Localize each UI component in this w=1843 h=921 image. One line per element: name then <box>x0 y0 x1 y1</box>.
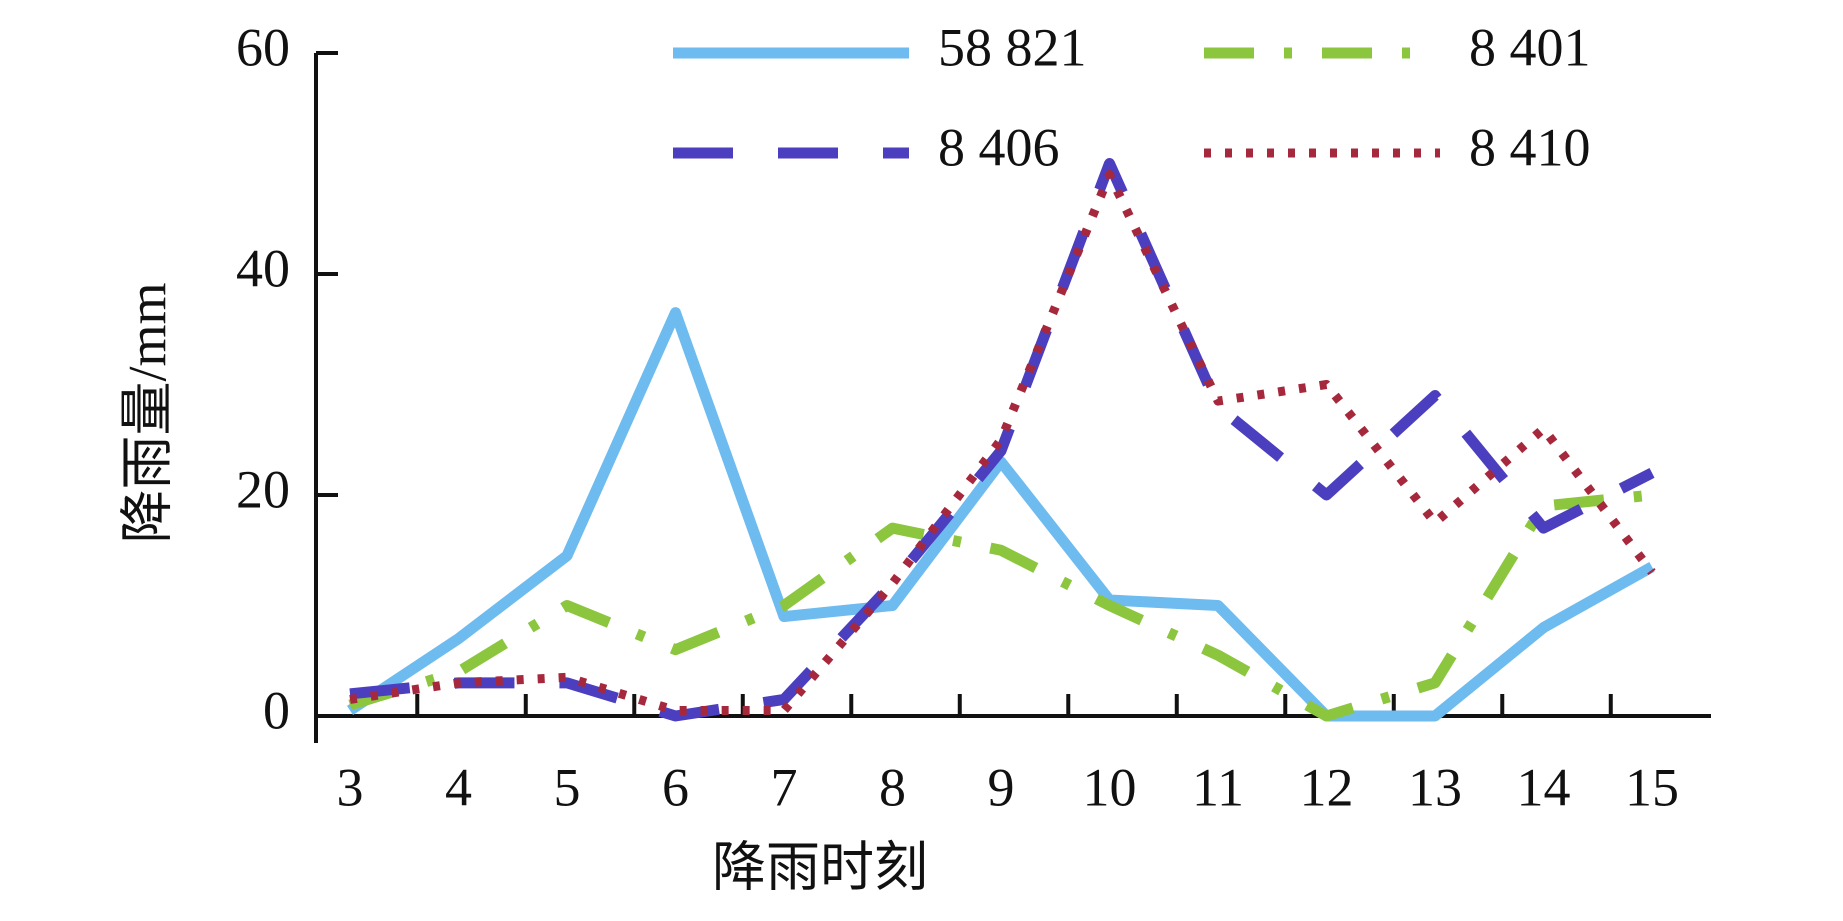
x-tick-label: 7 <box>771 757 798 817</box>
line-series <box>348 489 1653 722</box>
x-tick-label: 14 <box>1517 757 1571 817</box>
line-series <box>349 158 1655 722</box>
y-tick-label: 20 <box>236 459 290 519</box>
x-tick-label: 11 <box>1192 757 1244 817</box>
x-tick-label: 4 <box>445 757 472 817</box>
x-tick-label: 10 <box>1083 757 1137 817</box>
legend-label: 58 821 <box>938 17 1087 77</box>
x-tick-label: 9 <box>988 757 1015 817</box>
x-tick-label: 13 <box>1408 757 1462 817</box>
x-axis-title: 降雨时刻 <box>712 837 928 897</box>
y-axis-title: 降雨量/mm <box>117 282 177 543</box>
x-tick-label: 3 <box>337 757 364 817</box>
line-series <box>346 307 1655 722</box>
x-tick-label: 6 <box>662 757 689 817</box>
y-tick-label: 60 <box>236 17 290 77</box>
legend-label: 8 401 <box>1469 17 1591 77</box>
x-tick-label: 15 <box>1625 757 1679 817</box>
x-tick-label: 8 <box>879 757 906 817</box>
legend-label: 8 406 <box>938 117 1060 177</box>
x-tick-label: 5 <box>554 757 581 817</box>
legend-label: 8 410 <box>1469 117 1591 177</box>
y-tick-label: 0 <box>263 680 290 740</box>
y-tick-label: 40 <box>236 238 290 298</box>
x-tick-label: 12 <box>1300 757 1354 817</box>
